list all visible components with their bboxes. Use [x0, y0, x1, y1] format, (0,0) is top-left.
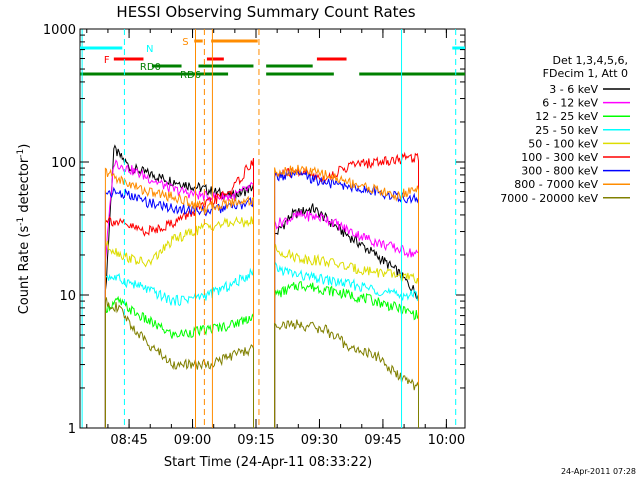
series-line — [104, 297, 254, 428]
y-tick-label: 1000 — [43, 23, 76, 38]
legend-label: 300 - 800 keV — [521, 165, 598, 178]
series-line — [104, 267, 254, 428]
series-line — [274, 319, 419, 428]
legend-label: 12 - 25 keV — [535, 110, 598, 123]
series-line — [104, 295, 254, 428]
flag-label: F — [104, 55, 110, 66]
plot-frame — [79, 28, 466, 429]
flag-label: N — [146, 44, 153, 55]
series-line — [104, 216, 254, 428]
legend-header: FDecim 1, Att 0 — [543, 67, 628, 80]
series-line — [274, 262, 419, 428]
legend: Det 1,3,4,5,6,FDecim 1, Att 0 3 - 6 keV6 … — [500, 54, 630, 205]
series-line — [274, 203, 419, 428]
series-line — [104, 159, 254, 428]
series-line — [274, 281, 419, 428]
flag-label: RD0 — [140, 62, 161, 73]
x-tick-label: 09:00 — [174, 433, 211, 448]
x-tick-label: 09:45 — [364, 433, 401, 448]
plot-border — [79, 28, 466, 429]
series-line — [274, 169, 419, 428]
legend-header: Det 1,3,4,5,6, — [552, 54, 628, 67]
series-line — [104, 167, 254, 428]
legend-label: 800 - 7000 keV — [514, 178, 598, 191]
series-line — [104, 186, 254, 428]
x-tick-label: 08:45 — [110, 433, 147, 448]
legend-label: 3 - 6 keV — [549, 83, 598, 96]
legend-label: 100 - 300 keV — [521, 151, 598, 164]
x-axis: 08:45 09:00 09:15 09:30 09:45 10:00 — [86, 29, 465, 448]
y-tick-label: 1 — [68, 422, 76, 437]
legend-label: 6 - 12 keV — [542, 97, 598, 110]
x-tick-label: 10:00 — [428, 433, 465, 448]
series-layer — [104, 144, 419, 428]
series-line — [274, 210, 419, 428]
flag-label: S — [182, 37, 188, 48]
chart-title: HESSI Observing Summary Count Rates — [116, 3, 415, 21]
y-axis: 1 10 100 1000 — [43, 23, 465, 437]
x-axis-label: Start Time (24-Apr-11 08:33:22) — [164, 455, 372, 470]
flags-layer: N S F RD0 RD6 — [80, 37, 465, 81]
vertical-lines — [81, 29, 457, 428]
y-tick-label: 10 — [59, 289, 76, 304]
series-line — [274, 164, 419, 428]
y-tick-label: 100 — [51, 156, 76, 171]
x-tick-label: 09:15 — [237, 433, 274, 448]
x-tick-label: 09:30 — [301, 433, 338, 448]
legend-label: 50 - 100 keV — [528, 137, 598, 150]
flag-label: RD6 — [180, 70, 201, 81]
legend-label: 25 - 50 keV — [535, 124, 598, 137]
series-line — [104, 158, 254, 428]
series-line — [274, 243, 419, 428]
legend-label: 7000 - 20000 keV — [500, 192, 598, 205]
y-axis-label: Count Rate (s-1 detector-1) — [16, 144, 32, 315]
series-line — [104, 144, 254, 428]
footer-timestamp: 24-Apr-2011 07:28 — [561, 467, 636, 476]
